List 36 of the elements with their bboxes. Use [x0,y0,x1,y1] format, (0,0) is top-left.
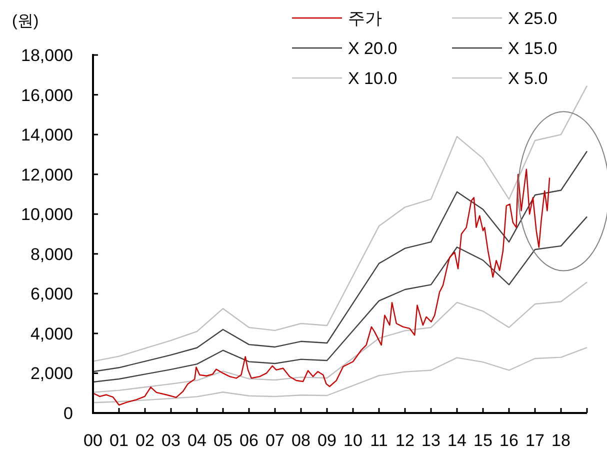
y-tick-label: 0 [64,404,73,423]
y-tick-label: 18,000 [21,46,73,65]
y-tick-label: 16,000 [21,86,73,105]
x-tick-label: 16 [500,431,518,450]
x-tick-label: 15 [474,431,492,450]
x-tick-label: 06 [240,431,258,450]
x-tick-label: 07 [266,431,284,450]
x-tick-label: 17 [526,431,544,450]
legend-label: X 5.0 [508,69,548,88]
x-tick-label: 04 [188,431,206,450]
y-tick-label: 12,000 [21,165,73,184]
legend-label: X 25.0 [508,9,558,28]
y-tick-label: 8,000 [30,244,73,264]
legend-label: X 20.0 [348,39,398,58]
y-axis-title: (원) [12,13,39,30]
x-tick-label: 00 [84,431,102,450]
legend-label: X 15.0 [508,39,558,58]
x-tick-label: 12 [396,431,414,450]
x-tick-label: 08 [292,431,310,450]
x-tick-label: 13 [422,431,440,450]
legend-label: X 10.0 [348,69,398,88]
x-tick-label: 02 [136,431,154,450]
y-tick-label: 6,000 [30,284,73,304]
x-tick-label: 14 [448,431,466,450]
legend-label: 주가 [348,9,382,28]
x-tick-label: 09 [318,431,336,450]
x-tick-label: 01 [110,431,128,450]
x-tick-label: 03 [162,431,180,450]
x-tick-label: 18 [552,431,570,450]
x-tick-label: 05 [214,431,232,450]
y-tick-label: 4,000 [30,324,73,344]
x-tick-label: 10 [344,431,362,450]
y-tick-label: 2,000 [30,364,73,384]
x-tick-label: 11 [370,431,388,450]
y-tick-label: 14,000 [21,126,73,145]
y-tick-label: 10,000 [21,205,73,224]
